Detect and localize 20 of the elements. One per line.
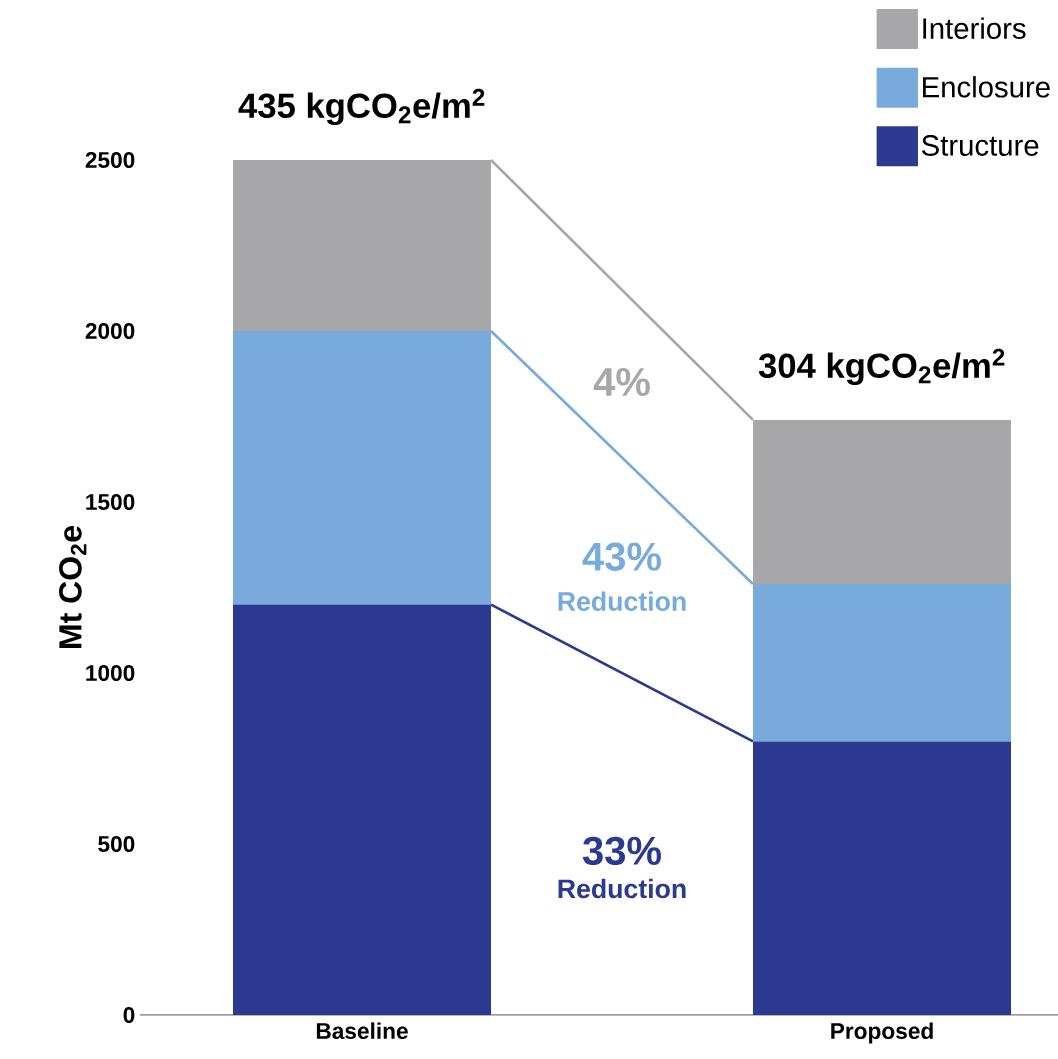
- annotation: 33%: [582, 836, 661, 866]
- annotation: 4%: [593, 367, 650, 397]
- bar: [753, 419, 1012, 585]
- x-tick-label: Proposed: [831, 1022, 933, 1044]
- y-tick-label: 0: [123, 1006, 135, 1024]
- annotation: 304 kgCO$_{2}$e/m$^{2}$: [758, 348, 1005, 385]
- legend-label: Enclosure: [923, 76, 1050, 98]
- annotation: Reduction: [558, 878, 686, 899]
- y-axis-title: Mt CO$_{2}$e: [59, 526, 87, 648]
- legend-label: Structure: [921, 135, 1039, 156]
- annotation: 435 kgCO$_{2}$e/m$^{2}$: [238, 88, 485, 126]
- y-tick-label: 2500: [85, 151, 135, 169]
- y-tick-label: 2000: [85, 322, 135, 340]
- annotation: Reduction: [558, 591, 686, 611]
- y-tick-label: 1500: [86, 493, 135, 511]
- y-tick-label: 1000: [86, 664, 135, 682]
- x-tick-label: Baseline: [316, 1022, 408, 1040]
- y-tick-label: 500: [98, 835, 135, 853]
- annotation: 43%: [582, 542, 661, 571]
- legend-label: Interiors: [923, 17, 1026, 39]
